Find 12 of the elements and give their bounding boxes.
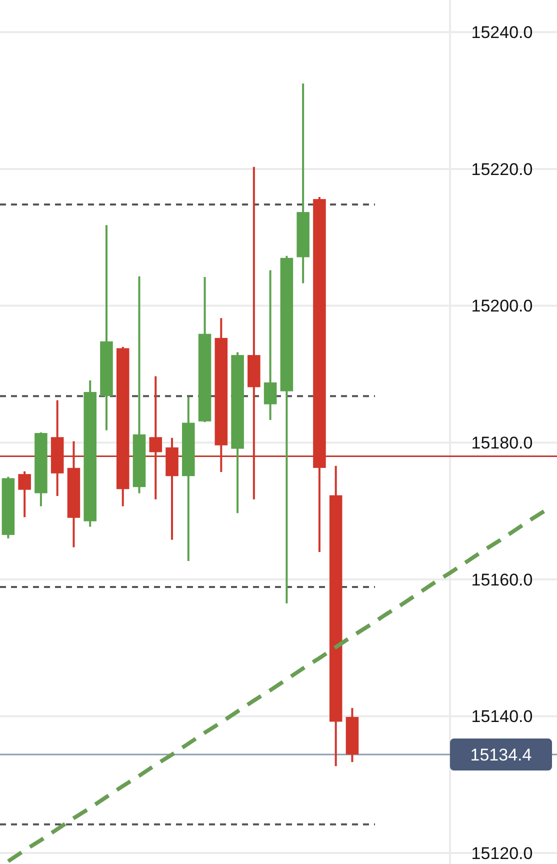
y-tick-label: 15140.0 xyxy=(471,707,533,726)
y-tick-label: 15160.0 xyxy=(471,570,533,590)
y-tick-label: 15220.0 xyxy=(471,160,533,179)
y-tick-label: 15120.0 xyxy=(471,844,533,864)
candlestick xyxy=(149,375,162,500)
candlestick xyxy=(248,166,260,500)
ref-line-label: 15134.4 xyxy=(470,745,532,764)
y-tick-label: 15200.0 xyxy=(471,296,533,316)
candlestick xyxy=(264,269,277,422)
y-tick-label: 15240.0 xyxy=(471,23,533,42)
y-tick-label: 15180.0 xyxy=(471,434,533,453)
candlestick xyxy=(18,470,31,518)
